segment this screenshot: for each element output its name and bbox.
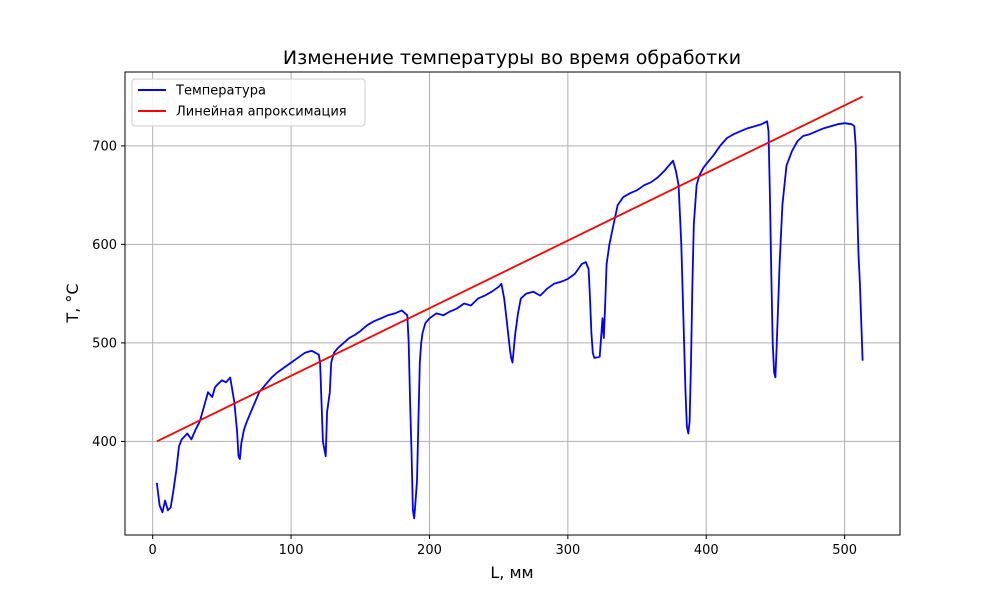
temperature-line: [155, 120, 864, 520]
plot-frame: [124, 71, 901, 536]
linear-fit-line: [156, 95, 863, 443]
x-tick-label: 0: [149, 543, 157, 558]
x-axis-label: L, мм: [490, 563, 533, 582]
chart-title: Изменение температуры во время обработки: [283, 47, 741, 69]
legend-label-temperature: Температура: [175, 84, 266, 99]
x-tick-label: 500: [832, 543, 857, 558]
grid: [125, 72, 900, 535]
x-tick-label: 200: [417, 543, 442, 558]
y-tick-label: 700: [92, 139, 117, 154]
x-tick-label: 300: [555, 543, 580, 558]
series-layer: [155, 95, 864, 520]
y-axis-label: T, °C: [63, 283, 82, 323]
ticks: 0 100 200 300 400 500 400 500 600 700: [92, 139, 857, 558]
legend-box: [131, 78, 366, 127]
x-tick-label: 400: [694, 543, 719, 558]
x-tick-label: 100: [279, 543, 304, 558]
y-tick-label: 400: [92, 435, 117, 450]
y-tick-label: 500: [92, 336, 117, 351]
legend: Температура Линейная апроксимация: [131, 78, 366, 127]
y-tick-label: 600: [92, 238, 117, 253]
legend-label-linear-fit: Линейная апроксимация: [176, 105, 347, 120]
